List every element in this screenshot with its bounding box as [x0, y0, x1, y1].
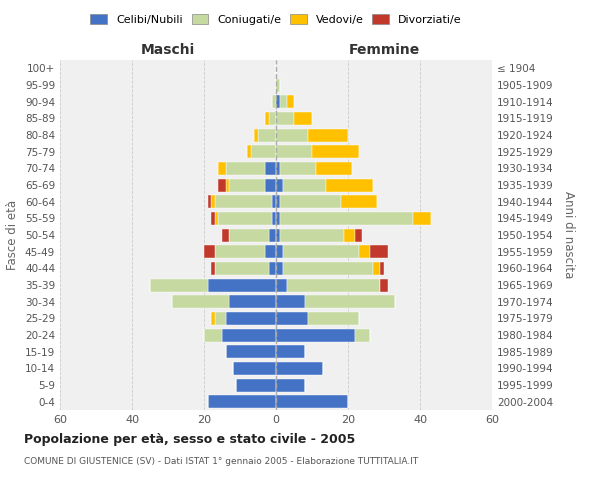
Bar — [215, 262, 269, 275]
Bar — [276, 312, 308, 325]
Bar — [269, 228, 276, 241]
Bar — [280, 212, 413, 225]
Bar — [211, 312, 215, 325]
Bar — [276, 95, 280, 108]
Bar — [269, 112, 276, 125]
Bar — [276, 128, 308, 141]
Bar — [370, 245, 388, 258]
Bar — [276, 195, 280, 208]
Bar — [229, 228, 269, 241]
Bar — [294, 112, 312, 125]
Bar — [269, 262, 276, 275]
Bar — [283, 245, 359, 258]
Bar — [276, 162, 280, 175]
Bar — [215, 195, 272, 208]
Legend: Celibi/Nubili, Coniugati/e, Vedovi/e, Divorziati/e: Celibi/Nubili, Coniugati/e, Vedovi/e, Di… — [87, 10, 465, 28]
Bar — [308, 312, 359, 325]
Bar — [316, 162, 352, 175]
Bar — [280, 228, 344, 241]
Bar — [305, 295, 395, 308]
Bar — [204, 245, 215, 258]
Bar — [254, 128, 258, 141]
Bar — [218, 178, 226, 192]
Bar — [355, 328, 370, 342]
Bar — [215, 312, 226, 325]
Bar — [283, 262, 373, 275]
Bar — [208, 278, 276, 291]
Bar — [280, 162, 316, 175]
Bar — [226, 178, 229, 192]
Bar — [236, 378, 276, 392]
Text: Maschi: Maschi — [141, 42, 195, 56]
Bar — [150, 278, 208, 291]
Bar — [265, 245, 276, 258]
Bar — [226, 162, 265, 175]
Bar — [229, 295, 276, 308]
Bar — [380, 262, 384, 275]
Bar — [215, 212, 218, 225]
Y-axis label: Fasce di età: Fasce di età — [7, 200, 19, 270]
Bar — [276, 362, 323, 375]
Text: Femmine: Femmine — [349, 42, 419, 56]
Bar — [218, 162, 226, 175]
Bar — [276, 78, 280, 92]
Bar — [341, 195, 377, 208]
Bar — [276, 245, 283, 258]
Bar — [280, 195, 341, 208]
Bar — [276, 178, 283, 192]
Bar — [208, 195, 211, 208]
Bar — [276, 295, 305, 308]
Y-axis label: Anni di nascita: Anni di nascita — [562, 192, 575, 278]
Bar — [276, 112, 294, 125]
Bar — [233, 362, 276, 375]
Bar — [265, 178, 276, 192]
Bar — [276, 345, 305, 358]
Bar — [222, 328, 276, 342]
Bar — [251, 145, 276, 158]
Bar — [373, 262, 380, 275]
Bar — [276, 228, 280, 241]
Bar — [413, 212, 431, 225]
Bar — [287, 278, 380, 291]
Bar — [287, 95, 294, 108]
Bar — [355, 228, 362, 241]
Bar — [276, 278, 287, 291]
Bar — [276, 212, 280, 225]
Bar — [380, 278, 388, 291]
Bar — [226, 312, 276, 325]
Bar — [276, 262, 283, 275]
Text: Popolazione per età, sesso e stato civile - 2005: Popolazione per età, sesso e stato civil… — [24, 432, 355, 446]
Bar — [218, 212, 272, 225]
Bar — [283, 178, 326, 192]
Bar — [211, 195, 215, 208]
Bar — [344, 228, 355, 241]
Text: COMUNE DI GIUSTENICE (SV) - Dati ISTAT 1° gennaio 2005 - Elaborazione TUTTITALIA: COMUNE DI GIUSTENICE (SV) - Dati ISTAT 1… — [24, 458, 418, 466]
Bar — [211, 212, 215, 225]
Bar — [272, 95, 276, 108]
Bar — [258, 128, 276, 141]
Bar — [276, 378, 305, 392]
Bar — [265, 162, 276, 175]
Bar — [215, 245, 265, 258]
Bar — [204, 328, 222, 342]
Bar — [172, 295, 229, 308]
Bar — [208, 395, 276, 408]
Bar — [276, 328, 355, 342]
Bar — [276, 395, 348, 408]
Bar — [211, 262, 215, 275]
Bar — [272, 212, 276, 225]
Bar — [272, 195, 276, 208]
Bar — [265, 112, 269, 125]
Bar — [247, 145, 251, 158]
Bar — [276, 145, 312, 158]
Bar — [222, 228, 229, 241]
Bar — [229, 178, 265, 192]
Bar — [326, 178, 373, 192]
Bar — [280, 95, 287, 108]
Bar — [308, 128, 348, 141]
Bar — [312, 145, 359, 158]
Bar — [359, 245, 370, 258]
Bar — [226, 345, 276, 358]
